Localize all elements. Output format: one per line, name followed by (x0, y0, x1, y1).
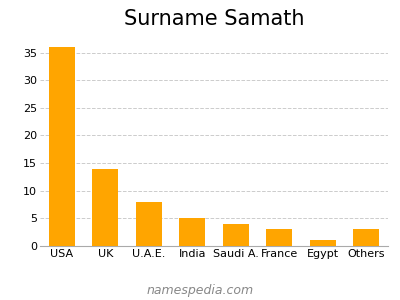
Bar (310, 241, 336, 246)
Bar (49, 47, 75, 246)
Bar (92, 169, 118, 246)
Bar (179, 218, 205, 246)
Bar (136, 202, 162, 246)
Title: Surname Samath: Surname Samath (124, 9, 304, 29)
Bar (266, 230, 292, 246)
Bar (223, 224, 249, 246)
Bar (353, 230, 379, 246)
Text: namespedia.com: namespedia.com (146, 284, 254, 297)
